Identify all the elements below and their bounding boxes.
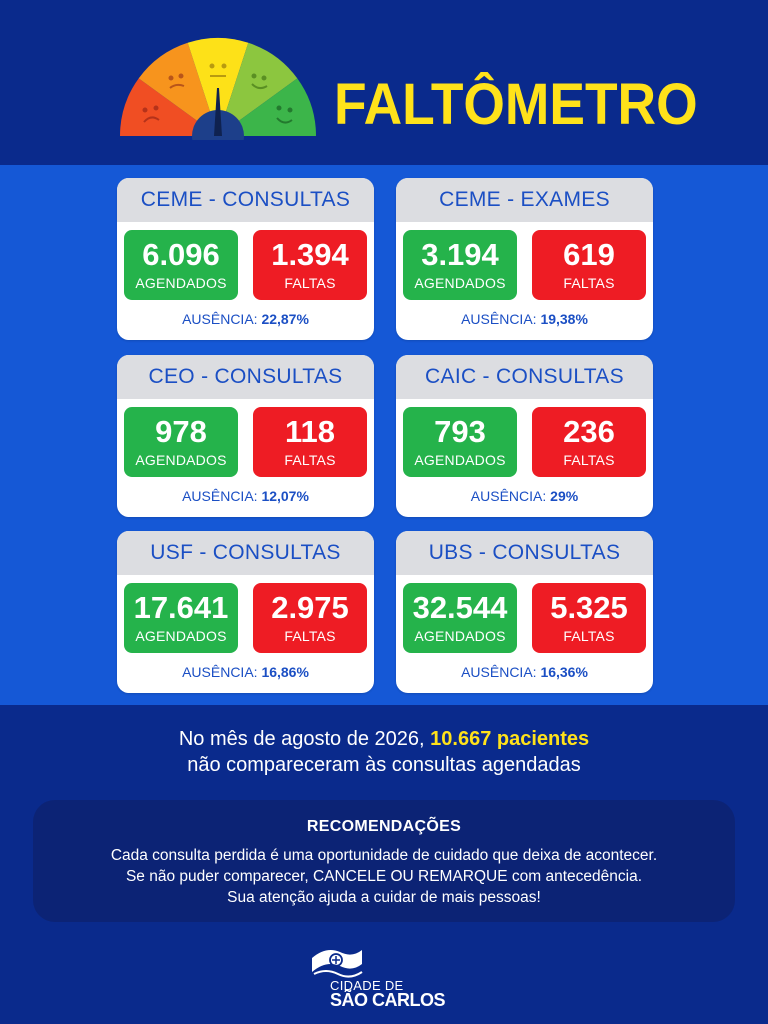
- scheduled-label: AGENDADOS: [414, 628, 506, 644]
- scheduled-count: 3.194: [421, 237, 499, 272]
- scheduled-box: 32.544 AGENDADOS: [403, 583, 517, 653]
- missed-count: 1.394: [271, 237, 349, 272]
- summary-line-1: No mês de agosto de 2026, 10.667 pacient…: [0, 726, 768, 752]
- missed-box: 2.975 FALTAS: [253, 583, 367, 653]
- missed-box: 619 FALTAS: [532, 230, 646, 300]
- header: FALTÔMETRO: [0, 0, 768, 165]
- city-logo: CIDADE DE SÃO CARLOS: [306, 944, 466, 1010]
- missed-box: 236 FALTAS: [532, 407, 646, 477]
- absence-value: 16,86%: [261, 664, 309, 680]
- stats-section: CEME - CONSULTAS 6.096 AGENDADOS 1.394 F…: [0, 165, 768, 705]
- absence-value: 19,38%: [540, 311, 588, 327]
- missed-label: FALTAS: [284, 275, 336, 291]
- flag-sun-logo-icon: [312, 950, 363, 978]
- card-title: CEME - CONSULTAS: [117, 178, 374, 222]
- recommendations-panel: RECOMENDAÇÕES Cada consulta perdida é um…: [33, 800, 735, 922]
- missed-label: FALTAS: [563, 452, 615, 468]
- scheduled-box: 978 AGENDADOS: [124, 407, 238, 477]
- scheduled-box: 6.096 AGENDADOS: [124, 230, 238, 300]
- missed-label: FALTAS: [284, 452, 336, 468]
- stat-card-caic-consultas: CAIC - CONSULTAS 793 AGENDADOS 236 FALTA…: [396, 355, 653, 517]
- missed-count: 2.975: [271, 590, 349, 625]
- stat-card-ceo-consultas: CEO - CONSULTAS 978 AGENDADOS 118 FALTAS…: [117, 355, 374, 517]
- card-title: USF - CONSULTAS: [117, 531, 374, 575]
- absence-value: 16,36%: [540, 664, 588, 680]
- scheduled-box: 793 AGENDADOS: [403, 407, 517, 477]
- absence-label: AUSÊNCIA:: [461, 311, 537, 327]
- missed-count: 236: [563, 414, 615, 449]
- missed-label: FALTAS: [284, 628, 336, 644]
- recommendation-line-2: Se não puder comparecer, CANCELE OU REMA…: [125, 868, 643, 885]
- logo-line-2: SÃO CARLOS: [330, 990, 446, 1010]
- missed-count: 5.325: [550, 590, 628, 625]
- absence-label: AUSÊNCIA:: [182, 488, 258, 504]
- missed-count: 619: [563, 237, 615, 272]
- scheduled-count: 32.544: [412, 590, 508, 625]
- stat-card-ubs-consultas: UBS - CONSULTAS 32.544 AGENDADOS 5.325 F…: [396, 531, 653, 693]
- scheduled-count: 793: [434, 414, 486, 449]
- scheduled-box: 3.194 AGENDADOS: [403, 230, 517, 300]
- absence-rate: AUSÊNCIA: 16,86%: [117, 664, 374, 680]
- absence-rate: AUSÊNCIA: 16,36%: [396, 664, 653, 680]
- faltometro-gauge-icon: [120, 37, 316, 140]
- missed-label: FALTAS: [563, 628, 615, 644]
- absence-rate: AUSÊNCIA: 19,38%: [396, 311, 653, 327]
- stat-card-ceme-exames: CEME - EXAMES 3.194 AGENDADOS 619 FALTAS…: [396, 178, 653, 340]
- scheduled-count: 6.096: [142, 237, 220, 272]
- recommendations-title: RECOMENDAÇÕES: [306, 818, 462, 835]
- scheduled-label: AGENDADOS: [135, 628, 227, 644]
- absence-value: 29%: [550, 488, 579, 504]
- recommendations-body: Cada consulta perdida é uma oportunidade…: [33, 845, 735, 908]
- card-title: CEME - EXAMES: [396, 178, 653, 222]
- page-title: FALTÔMETRO: [334, 72, 698, 137]
- missed-box: 5.325 FALTAS: [532, 583, 646, 653]
- scheduled-label: AGENDADOS: [135, 452, 227, 468]
- stat-card-ceme-consultas: CEME - CONSULTAS 6.096 AGENDADOS 1.394 F…: [117, 178, 374, 340]
- absence-value: 12,07%: [261, 488, 309, 504]
- recommendation-line-1: Cada consulta perdida é uma oportunidade…: [110, 847, 658, 864]
- logo-line-1: CIDADE DE: [330, 978, 404, 993]
- summary-highlight: 10.667 pacientes: [430, 728, 590, 750]
- card-title: UBS - CONSULTAS: [396, 531, 653, 575]
- scheduled-count: 17.641: [133, 590, 229, 625]
- missed-label: FALTAS: [563, 275, 615, 291]
- scheduled-label: AGENDADOS: [414, 275, 506, 291]
- stat-card-usf-consultas: USF - CONSULTAS 17.641 AGENDADOS 2.975 F…: [117, 531, 374, 693]
- absence-label: AUSÊNCIA:: [461, 664, 537, 680]
- scheduled-box: 17.641 AGENDADOS: [124, 583, 238, 653]
- scheduled-count: 978: [155, 414, 207, 449]
- missed-box: 1.394 FALTAS: [253, 230, 367, 300]
- summary-line-2: não compareceram às consultas agendadas: [187, 754, 581, 776]
- summary-prefix: No mês de agosto de 2026,: [178, 728, 431, 750]
- absence-value: 22,87%: [261, 311, 309, 327]
- summary-text: No mês de agosto de 2026, 10.667 pacient…: [0, 726, 768, 778]
- absence-rate: AUSÊNCIA: 12,07%: [117, 488, 374, 504]
- absence-label: AUSÊNCIA:: [182, 311, 258, 327]
- missed-box: 118 FALTAS: [253, 407, 367, 477]
- recommendation-line-3: Sua atenção ajuda a cuidar de mais pesso…: [227, 889, 541, 906]
- absence-rate: AUSÊNCIA: 22,87%: [117, 311, 374, 327]
- absence-label: AUSÊNCIA:: [470, 488, 547, 504]
- scheduled-label: AGENDADOS: [414, 452, 506, 468]
- absence-label: AUSÊNCIA:: [182, 664, 258, 680]
- scheduled-label: AGENDADOS: [135, 275, 227, 291]
- absence-rate: AUSÊNCIA: 29%: [396, 488, 653, 504]
- missed-count: 118: [284, 414, 335, 449]
- card-title: CEO - CONSULTAS: [117, 355, 374, 399]
- card-title: CAIC - CONSULTAS: [396, 355, 653, 399]
